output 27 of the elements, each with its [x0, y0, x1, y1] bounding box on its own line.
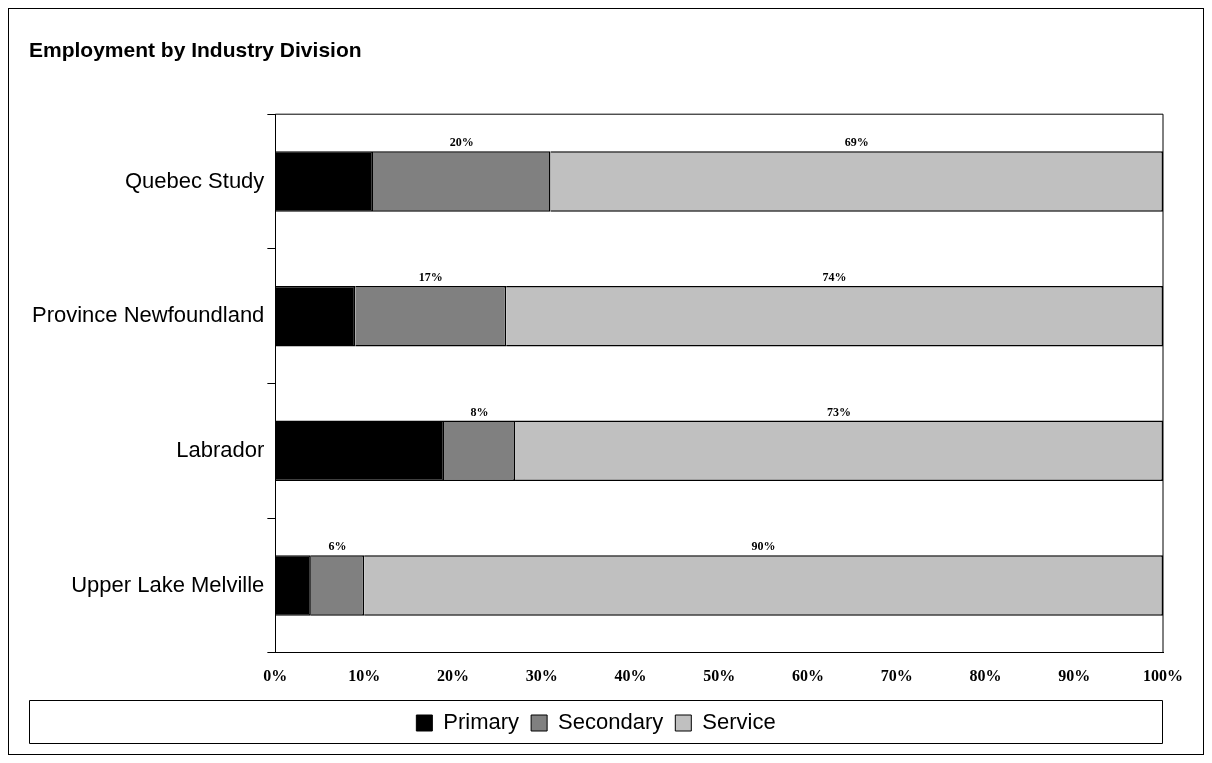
x-tick-label: 20% [436, 666, 469, 684]
data-label: 74% [822, 269, 847, 284]
data-label: 73% [827, 404, 852, 419]
x-tick-label: 70% [880, 666, 913, 684]
x-tick-label: 60% [791, 666, 824, 684]
x-tick-label: 30% [525, 666, 558, 684]
data-label: 17% [418, 269, 443, 284]
x-tick-label: 90% [1058, 666, 1091, 684]
y-tick-label: Province Newfoundland [31, 302, 265, 328]
x-tick-label: 40% [614, 666, 647, 684]
data-label: 20% [449, 135, 474, 150]
x-tick-label: 10% [348, 666, 381, 684]
chart-title: Employment by Industry Division [29, 38, 362, 62]
legend-label: Service [702, 709, 776, 735]
x-tick-label: 50% [703, 666, 736, 684]
legend-label: Primary [443, 709, 520, 735]
x-tick-label: 100% [1143, 666, 1183, 684]
legend-label: Secondary [558, 709, 664, 735]
y-tick-label: Upper Lake Melville [71, 571, 265, 597]
data-label: 90% [751, 539, 776, 554]
x-tick-label: 0% [263, 666, 288, 684]
y-tick-label: Labrador [176, 436, 265, 462]
x-tick-label: 80% [969, 666, 1002, 684]
data-label: 69% [844, 135, 869, 150]
data-label: 6% [328, 539, 347, 554]
y-tick-label: Quebec Study [124, 167, 265, 193]
data-label: 8% [470, 404, 489, 419]
